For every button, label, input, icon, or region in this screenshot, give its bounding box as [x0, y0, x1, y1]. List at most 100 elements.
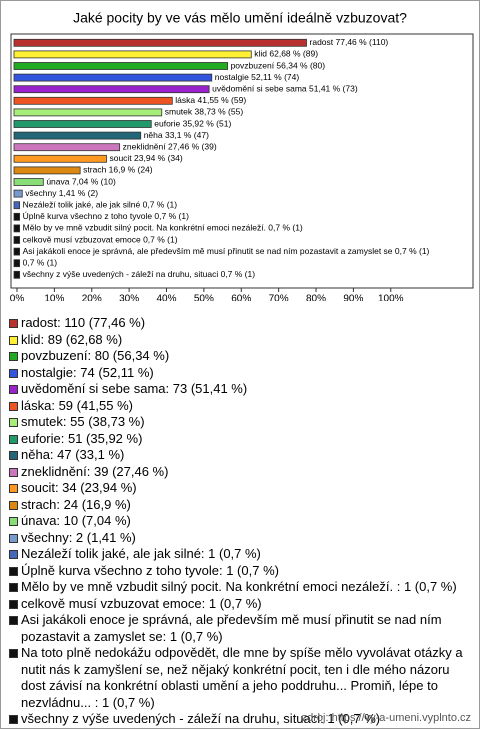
legend-label: soucit: 34 (23,94 %) [21, 480, 137, 495]
legend-label: smutek: 55 (38,73 %) [21, 414, 145, 429]
x-tick-label: 10% [44, 294, 64, 301]
legend-swatch [9, 715, 18, 724]
legend-label: únava: 10 (7,04 %) [21, 513, 131, 528]
legend-swatch [9, 649, 18, 658]
legend-swatch [9, 566, 18, 576]
legend-item: povzbuzení: 80 (56,34 %) [9, 348, 475, 365]
x-tick-label: 80% [306, 294, 326, 301]
legend-label: Mělo by ve mně vzbudit silný pocit. Na k… [21, 579, 457, 594]
legend-item: celkově musí vzbuzovat emoce: 1 (0,7 %) [9, 596, 475, 613]
value-label: láska 41,55 % (59) [175, 95, 246, 105]
legend-swatch [9, 550, 18, 559]
legend-item: únava: 10 (7,04 %) [9, 513, 475, 530]
x-tick-label: 100% [378, 294, 404, 301]
bar [13, 120, 152, 128]
x-tick-label: 20% [82, 294, 102, 301]
bar [13, 224, 21, 233]
value-label: celkově musí vzbuzovat emoce 0,7 % (1) [23, 234, 178, 244]
bar [13, 178, 44, 186]
value-label: Úplně kurva všechno z toho tyvole 0,7 % … [23, 211, 189, 221]
legend-item: klid: 89 (62,68 %) [9, 332, 475, 349]
legend-swatch [9, 335, 18, 345]
value-label: klid 62,68 % (89) [254, 49, 318, 59]
legend-item: zneklidnění: 39 (27,46 %) [9, 464, 475, 481]
legend-swatch [9, 533, 18, 543]
legend-item: všechny z výše uvedených - záleží na dru… [9, 711, 475, 728]
value-label: Mělo by ve mně vzbudit silný pocit. Na k… [23, 223, 303, 233]
legend-label: strach: 24 (16,9 %) [21, 496, 131, 512]
legend-item: láska: 59 (41,55 %) [9, 398, 475, 415]
legend-swatch [9, 401, 18, 411]
x-tick-label: 60% [231, 294, 251, 301]
legend-label: láska: 59 (41,55 %) [21, 397, 134, 413]
bar [13, 154, 107, 163]
legend-swatch [9, 451, 18, 460]
value-label: uvědomění si sebe sama 51,41 % (73) [212, 83, 358, 93]
chart: Jaké pocity by ve vás mělo umění ideálně… [10, 10, 474, 301]
value-label: euforie 35,92 % (51) [154, 118, 231, 128]
bar [13, 131, 142, 140]
bar [13, 96, 173, 105]
legend-item: Úplně kurva všechno z toho tyvole: 1 (0,… [9, 563, 475, 580]
legend-item: euforie: 51 (35,92 %) [9, 431, 475, 448]
bar [13, 212, 21, 221]
bar [13, 201, 21, 210]
legend-item: Asi jakákoli enoce je správná, ale přede… [9, 612, 475, 645]
value-label: všechny z výše uvedených - záleží na dru… [23, 269, 256, 279]
value-label: strach 16,9 % (24) [83, 165, 153, 175]
legend-swatch [9, 352, 18, 361]
legend-swatch [9, 500, 18, 510]
legend-swatch [9, 484, 18, 493]
legend-label: povzbuzení: 80 (56,34 %) [21, 348, 170, 363]
legend-swatch [9, 517, 18, 526]
bar [13, 189, 23, 198]
value-label: smutek 38,73 % (55) [165, 107, 244, 117]
legend-label: nostalgie: 74 (52,11 %) [21, 364, 154, 380]
legend-item: Na toto plně nedokážu odpovědět, dle mne… [9, 645, 475, 711]
legend-swatch [9, 418, 18, 427]
legend-item: uvědomění si sebe sama: 73 (51,41 %) [9, 381, 475, 398]
bar [13, 62, 228, 70]
legend-swatch [9, 616, 18, 625]
source: zdroj: https://vy-a-umeni.vyplnto.cz [301, 712, 471, 724]
legend-swatch [9, 319, 18, 328]
legend-item: Nezáleží tolik jaké, ale jak silné: 1 (0… [9, 546, 475, 563]
legend-item: soucit: 34 (23,94 %) [9, 480, 475, 497]
value-label: 0,7 % (1) [23, 257, 58, 267]
x-tick-label: 30% [119, 294, 139, 301]
bar [13, 259, 21, 268]
legend-label: Nezáleží tolik jaké, ale jak silné: 1 (0… [21, 546, 261, 561]
x-tick-label: 70% [269, 294, 289, 301]
legend-swatch [9, 583, 18, 592]
legend-label: radost: 110 (77,46 %) [21, 315, 146, 330]
legend-item: radost: 110 (77,46 %) [9, 315, 475, 332]
legend-item: strach: 24 (16,9 %) [9, 497, 475, 514]
legend: radost: 110 (77,46 %) klid: 89 (62,68 %) p… [9, 315, 475, 728]
bar [13, 236, 21, 244]
legend-item: něha: 47 (33,1 %) [9, 447, 475, 464]
bar [13, 85, 210, 94]
legend-swatch [9, 599, 18, 609]
x-tick-label: 50% [194, 294, 214, 301]
bar [13, 143, 121, 152]
legend-item: všechny: 2 (1,41 %) [9, 530, 475, 547]
value-label: radost 77,46 % (110) [310, 37, 389, 47]
legend-item: nostalgie: 74 (52,11 %) [9, 365, 475, 382]
legend-item: Mělo by ve mně vzbudit silný pocit. Na k… [9, 579, 475, 596]
plot-frame [10, 33, 474, 289]
legend-label: klid: 89 (62,68 %) [21, 331, 123, 347]
bar [13, 247, 21, 256]
x-tick-label: 90% [343, 294, 363, 301]
legend-label: uvědomění si sebe sama: 73 (51,41 %) [21, 381, 248, 396]
value-label: povzbuzení 56,34 % (80) [231, 60, 326, 70]
bar [13, 38, 307, 47]
legend-label: zneklidnění: 39 (27,46 %) [21, 463, 169, 479]
legend-swatch [9, 434, 18, 444]
value-label: něha 33,1 % (47) [144, 130, 209, 140]
legend-label: Asi jakákoli enoce je správná, ale přede… [21, 612, 442, 644]
legend-item: smutek: 55 (38,73 %) [9, 414, 475, 431]
value-label: únava 7,04 % (10) [46, 176, 116, 186]
legend-label: euforie: 51 (35,92 %) [21, 430, 143, 446]
value-label: soucit 23,94 % (34) [109, 153, 182, 163]
